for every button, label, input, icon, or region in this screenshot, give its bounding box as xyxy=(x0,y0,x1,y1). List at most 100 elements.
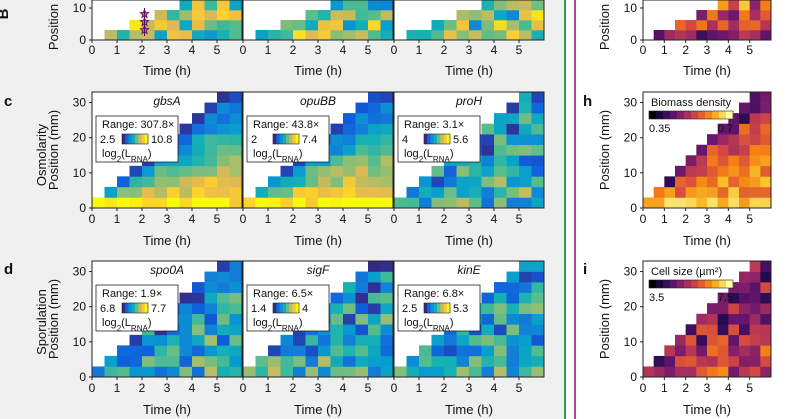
plot-d-spo0A-cell xyxy=(104,366,118,378)
plot-d-spo0A-cell xyxy=(129,366,143,378)
plot-d-spo0A-ytick-label: 0 xyxy=(79,370,86,384)
top-plot-0-cell xyxy=(167,30,180,41)
plot-c-opuBB-cell xyxy=(380,176,394,188)
plot-c-proH-cell xyxy=(531,134,545,146)
top-right-cell xyxy=(675,30,686,41)
plot-d-kinE-cell xyxy=(431,334,445,346)
plot-i-cell xyxy=(675,345,686,357)
plot-i-cell xyxy=(739,282,750,293)
plot-c-proH-cell xyxy=(406,186,420,198)
plot-d-spo0A-legend-unit: log2(LRNA) xyxy=(102,317,151,333)
top-plot-1-cell xyxy=(280,30,294,41)
plot-c-proH-cell xyxy=(494,144,507,156)
plot-c-proH-cell xyxy=(481,134,495,146)
top-plot-1-cell xyxy=(305,20,319,31)
plot-d-sigF-cell xyxy=(293,366,306,378)
top-plot-1-cell xyxy=(343,20,356,31)
plot-h-cell xyxy=(760,186,772,198)
plot-d-spo0A-cell xyxy=(192,282,205,293)
top-right-cell xyxy=(728,20,740,31)
plot-h-cell xyxy=(707,155,718,167)
top-plot-0-cell xyxy=(204,30,218,41)
top-plot-0-cell xyxy=(142,20,155,31)
plot-d-spo0A-cell xyxy=(217,303,230,315)
plot-h-cell xyxy=(717,165,729,177)
plot-h-cell xyxy=(696,155,708,167)
plot-d-spo0A-cell xyxy=(192,366,205,378)
plot-c-gbsA-cell xyxy=(229,186,243,198)
plot-c-opuBB-xtick-label: 5 xyxy=(365,212,372,226)
plot-h-xtick-label: 4 xyxy=(725,212,732,226)
plot-c-opuBB-cell xyxy=(343,176,356,188)
plot-h-cell xyxy=(739,155,750,167)
plot-h-cell xyxy=(707,165,718,177)
top-plot-2-cell xyxy=(519,0,532,11)
plot-c-gbsA-cell xyxy=(104,197,118,209)
plot-h-legend-swatch xyxy=(705,111,713,119)
plot-h-legend-swatch xyxy=(712,111,720,119)
plot-c-proH-cell xyxy=(494,113,507,124)
plot-h-cell xyxy=(739,176,750,188)
plot-c-gbsA-cell xyxy=(167,186,180,198)
plot-c-proH-cell xyxy=(519,197,532,209)
plot-c-opuBB-cell xyxy=(343,134,356,146)
plot-c-opuBB-cell xyxy=(330,165,344,177)
plot-c-proH-cell xyxy=(519,176,532,188)
plot-c-proH-cell xyxy=(406,197,420,209)
top-plot-2-cell xyxy=(444,20,457,31)
plot-c-proH-cell xyxy=(481,197,495,209)
plot-i-cell xyxy=(707,324,718,336)
plot-i-cell xyxy=(696,324,708,336)
plot-c-proH-cell xyxy=(531,144,545,156)
plot-d-sigF-cell xyxy=(255,366,269,378)
plot-c-gbsA-xtick-label: 2 xyxy=(139,212,146,226)
top-plot-1-cell xyxy=(368,10,381,21)
plot-d-kinE-cell xyxy=(494,292,507,304)
row-label-sporulation: Sporulation xyxy=(34,289,49,355)
plot-d-spo0A-cell xyxy=(179,324,193,336)
plot-i-legend-swatch xyxy=(684,280,692,288)
plot-d-sigF-legend-min: 1.4 xyxy=(251,303,266,315)
plot-i-legend-swatch xyxy=(726,280,734,288)
plot-h-cell xyxy=(728,113,740,124)
plot-h-cell xyxy=(728,123,740,135)
plot-d-kinE-cell xyxy=(431,345,445,357)
plot-c-opuBB-cell xyxy=(380,165,394,177)
plot-d-sigF-legend-swatch xyxy=(273,303,277,313)
plot-c-opuBB-cell xyxy=(355,102,369,114)
plot-c-proH-cell xyxy=(431,186,445,198)
plot-d-sigF-cell xyxy=(318,334,331,346)
top-plot-2-cell xyxy=(506,30,520,41)
top-right-cell xyxy=(685,30,697,41)
plot-d-spo0A-xtick-label: 0 xyxy=(89,381,96,395)
plot-d-kinE-cell xyxy=(506,282,520,293)
plot-c-proH-cell xyxy=(519,123,532,135)
plot-i-legend-bar xyxy=(648,279,734,289)
plot-d-spo0A-cell xyxy=(217,334,230,346)
plot-i-cell xyxy=(739,271,750,283)
top-plot-0-cell xyxy=(179,20,193,31)
plot-d-kinE-cell xyxy=(531,282,545,293)
plot-d-kinE-xtick-label: 5 xyxy=(516,381,523,395)
plot-c-gbsA-legend-max: 10.8 xyxy=(151,134,172,146)
plot-d-spo0A-cell xyxy=(179,366,193,378)
top-right-cell xyxy=(739,0,750,11)
plot-c-opuBB-cell xyxy=(243,197,256,209)
plot-c-gbsA-cell xyxy=(117,176,130,188)
plot-i-cell xyxy=(717,355,729,367)
plot-h-cell xyxy=(760,123,772,135)
plot-h-cell xyxy=(653,186,665,198)
plot-i-cell xyxy=(696,334,708,346)
plot-i-cell xyxy=(728,366,740,378)
top-plot-0-cell xyxy=(154,20,168,31)
top-ytick-label: 10 xyxy=(73,1,87,15)
plot-c-proH-cell xyxy=(506,155,520,167)
plot-d-spo0A-cell xyxy=(179,334,193,346)
plot-c-opuBB-cell xyxy=(343,165,356,177)
plot-c-proH-cell xyxy=(519,165,532,177)
plot-i-legend-swatch xyxy=(677,280,685,288)
plot-c-opuBB-cell xyxy=(293,165,306,177)
plot-h-cell xyxy=(717,144,729,156)
plot-d-sigF-cell xyxy=(368,282,381,293)
plot-d-spo0A-cell xyxy=(154,345,168,357)
